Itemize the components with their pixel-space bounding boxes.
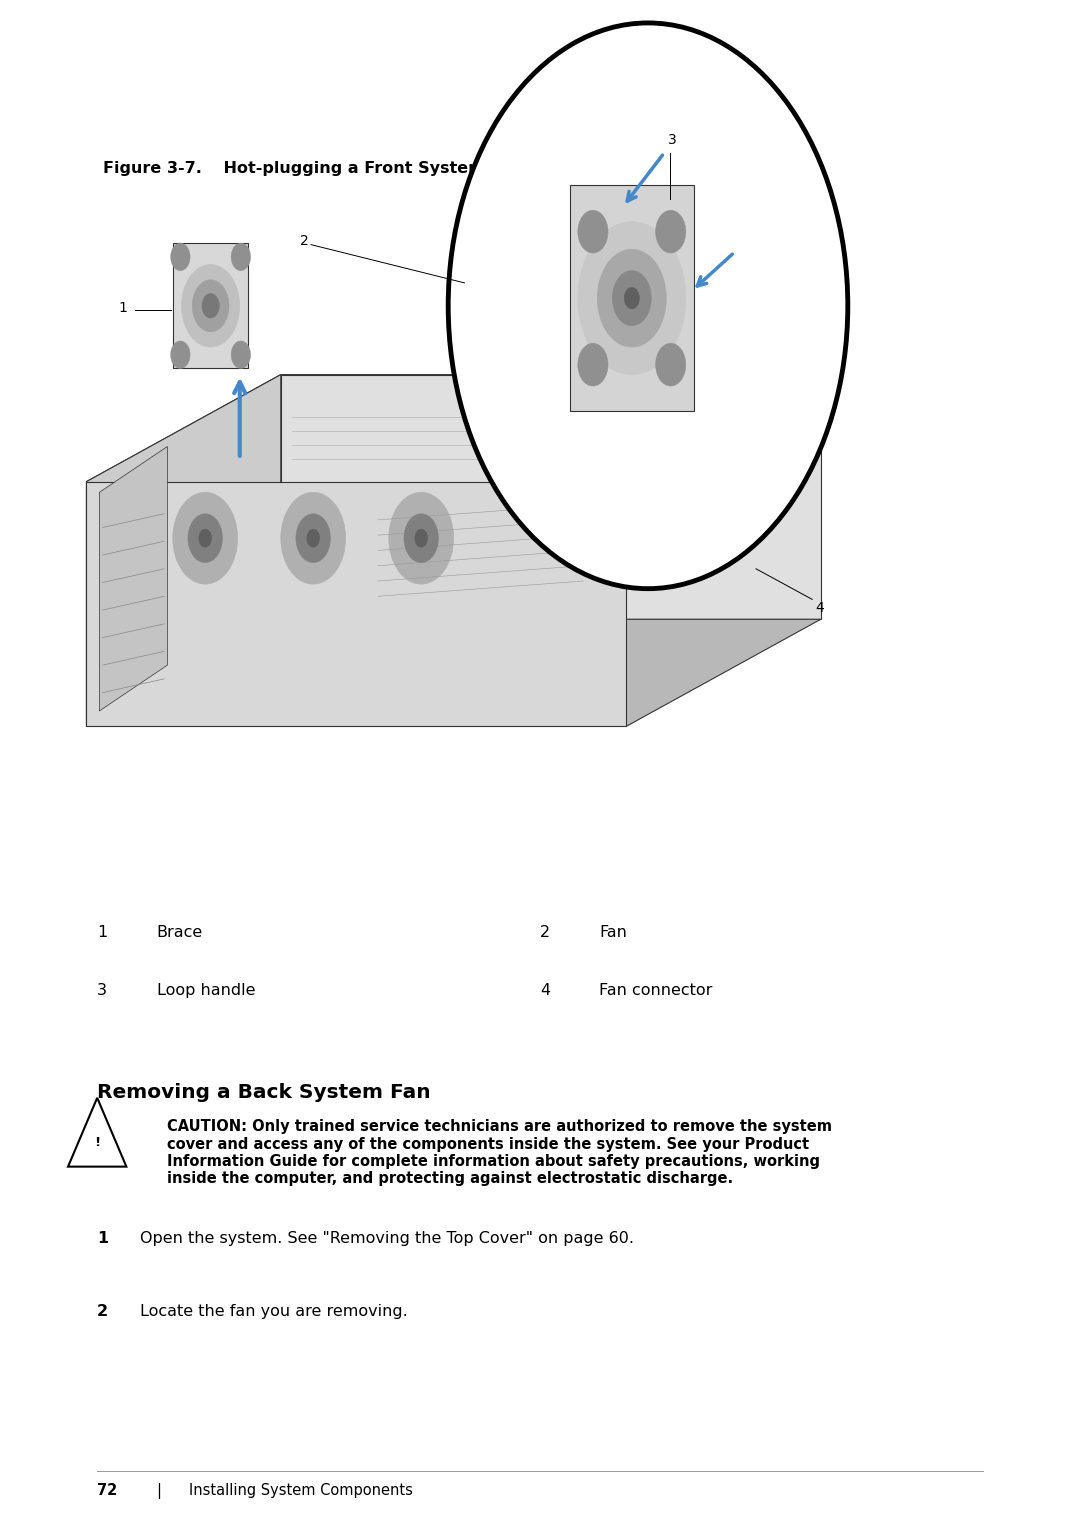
Text: Locate the fan you are removing.: Locate the fan you are removing. xyxy=(140,1304,408,1320)
Circle shape xyxy=(188,514,222,563)
Text: |: | xyxy=(157,1483,162,1498)
Text: 2: 2 xyxy=(97,1304,108,1320)
Polygon shape xyxy=(86,482,626,726)
Circle shape xyxy=(578,222,686,375)
Circle shape xyxy=(612,271,651,326)
Circle shape xyxy=(578,342,608,385)
Text: 2: 2 xyxy=(540,925,550,940)
Polygon shape xyxy=(68,1098,126,1167)
Text: 2: 2 xyxy=(300,234,309,248)
Polygon shape xyxy=(173,243,248,368)
Polygon shape xyxy=(86,375,281,726)
Circle shape xyxy=(231,341,251,368)
Circle shape xyxy=(173,492,238,584)
Circle shape xyxy=(578,209,608,252)
Text: 3: 3 xyxy=(667,133,676,147)
Polygon shape xyxy=(86,619,821,726)
Circle shape xyxy=(624,287,639,309)
Circle shape xyxy=(307,529,320,547)
Circle shape xyxy=(231,243,251,271)
Circle shape xyxy=(656,342,686,385)
Text: Removing a Back System Fan: Removing a Back System Fan xyxy=(97,1083,431,1101)
Circle shape xyxy=(389,492,454,584)
Circle shape xyxy=(404,514,438,563)
Circle shape xyxy=(181,265,240,347)
Text: 72: 72 xyxy=(97,1483,118,1498)
Circle shape xyxy=(597,249,666,347)
Text: Fan connector: Fan connector xyxy=(599,983,713,998)
Text: 1: 1 xyxy=(97,1231,108,1246)
Circle shape xyxy=(296,514,330,563)
Circle shape xyxy=(192,280,229,332)
Text: 4: 4 xyxy=(815,601,824,615)
Text: Loop handle: Loop handle xyxy=(157,983,255,998)
Polygon shape xyxy=(281,375,821,619)
Text: Fan: Fan xyxy=(599,925,627,940)
Polygon shape xyxy=(99,446,167,711)
Circle shape xyxy=(448,23,848,589)
Circle shape xyxy=(656,209,686,252)
Circle shape xyxy=(281,492,346,584)
Text: Figure 3-7.  Hot-plugging a Front System Fan: Figure 3-7. Hot-plugging a Front System … xyxy=(103,161,523,176)
Circle shape xyxy=(415,529,428,547)
Text: 3: 3 xyxy=(97,983,107,998)
Circle shape xyxy=(171,243,190,271)
Polygon shape xyxy=(86,375,821,482)
Text: Installing System Components: Installing System Components xyxy=(189,1483,413,1498)
Text: CAUTION: Only trained service technicians are authorized to remove the system
co: CAUTION: Only trained service technician… xyxy=(167,1119,833,1187)
Circle shape xyxy=(202,294,219,318)
Text: Brace: Brace xyxy=(157,925,203,940)
Text: !: ! xyxy=(94,1136,100,1148)
Text: Open the system. See "Removing the Top Cover" on page 60.: Open the system. See "Removing the Top C… xyxy=(140,1231,634,1246)
Circle shape xyxy=(171,341,190,368)
Text: 1: 1 xyxy=(119,301,127,315)
Circle shape xyxy=(199,529,212,547)
Text: 1: 1 xyxy=(97,925,107,940)
Text: 4: 4 xyxy=(540,983,550,998)
Polygon shape xyxy=(570,185,693,411)
